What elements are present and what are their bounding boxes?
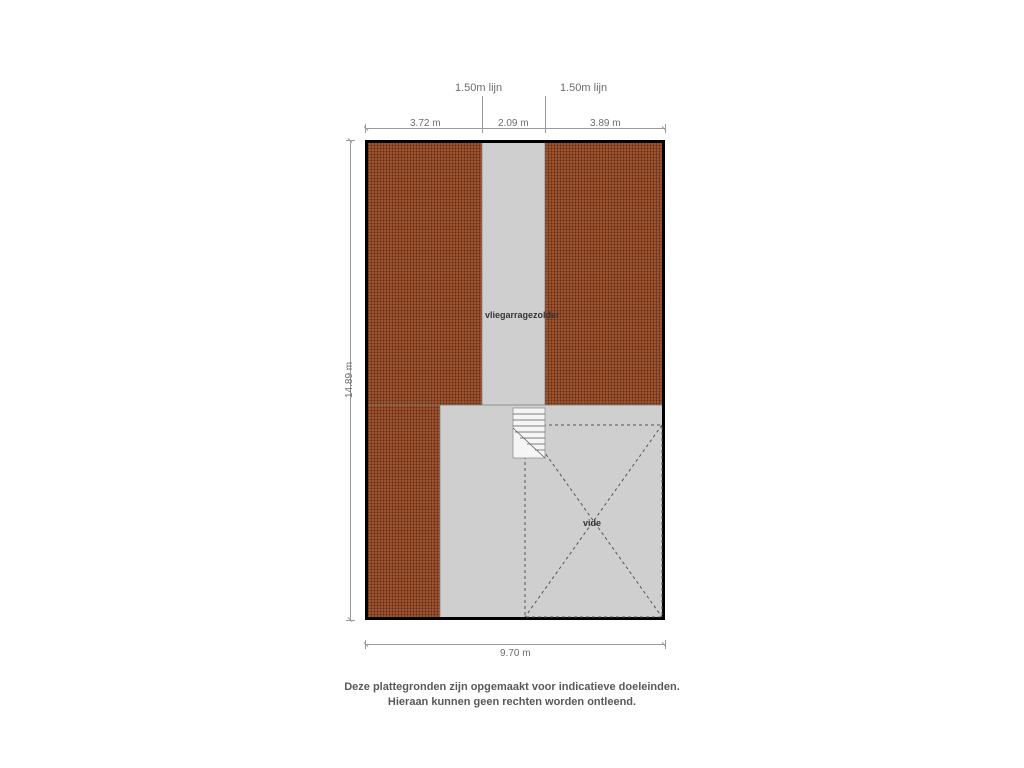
dim-seg-left: 3.72 m	[410, 118, 441, 129]
border-left	[365, 140, 368, 620]
dim-bottom-line	[365, 644, 665, 645]
annotation-1-50-right: 1.50m lijn	[560, 82, 607, 94]
border-right	[662, 140, 665, 620]
dim-seg-right: 3.89 m	[590, 118, 621, 129]
roof-bottom-left	[365, 405, 440, 620]
floorplan-canvas: 1.50m lijn 1.50m lijn 3.72 m 2.09 m 3.89…	[0, 0, 1024, 768]
disclaimer-line1: Deze plattegronden zijn opgemaakt voor i…	[344, 681, 680, 693]
annotation-1-50-left: 1.50m lijn	[455, 82, 502, 94]
dim-top-tick-1	[482, 124, 483, 133]
roof-top-right	[545, 140, 665, 405]
border-bottom	[365, 617, 665, 620]
dim-width: 9.70 m	[500, 648, 531, 659]
plan-outline: vliegarragezolder vide	[365, 140, 665, 620]
disclaimer-line2: Hieraan kunnen geen rechten worden ontle…	[388, 696, 636, 708]
ann-tick-left	[482, 96, 483, 124]
border-top	[365, 140, 665, 143]
label-vliering: vliegarragezolder	[485, 310, 560, 320]
ann-tick-right	[545, 96, 546, 124]
dim-seg-mid: 2.09 m	[498, 118, 529, 129]
roof-top-left	[365, 140, 482, 405]
disclaimer: Deze plattegronden zijn opgemaakt voor i…	[0, 680, 1024, 711]
floor-bottom	[440, 405, 665, 620]
corridor-top	[482, 140, 545, 405]
dim-top-tick-2	[545, 124, 546, 133]
label-vide: vide	[583, 518, 601, 528]
dim-height: 14.89 m	[344, 362, 355, 398]
